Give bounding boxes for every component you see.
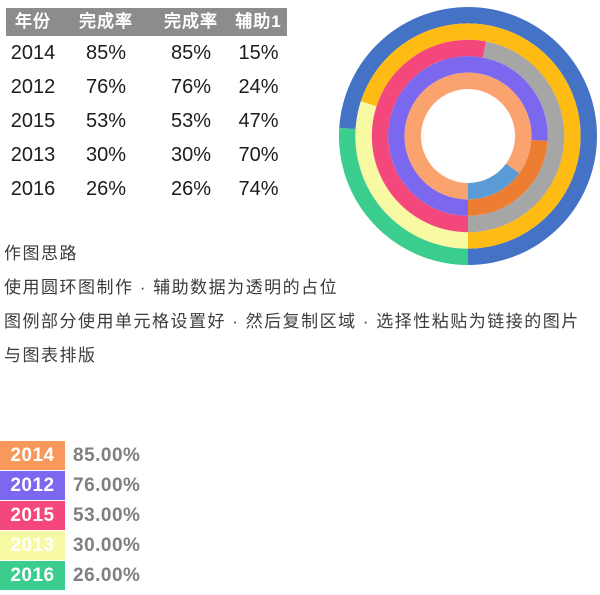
rate2-cell: 53% (170, 110, 212, 132)
donut-chart-svg (338, 6, 597, 266)
legend-value: 26.00% (73, 564, 141, 586)
year-cell: 2012 (10, 76, 56, 98)
table-header-completion-rate: 完成率 (79, 12, 133, 31)
legend-item: 2013 30.00% (0, 531, 140, 560)
table-header-completion-rate-2: 完成率 (164, 12, 218, 31)
aux-cell: 74% (238, 178, 279, 200)
notes-line-1: 使用圆环图制作 · 辅助数据为透明的占位 (4, 278, 339, 297)
legend-item: 2015 53.00% (0, 501, 140, 530)
rate-cell: 30% (85, 144, 127, 166)
table-row: 2013 30% 30% 70% (6, 138, 287, 172)
aux-cell: 47% (238, 110, 279, 132)
rate-cell: 26% (85, 178, 127, 200)
legend-item: 2016 26.00% (0, 561, 140, 590)
rate2-cell: 30% (170, 144, 212, 166)
donut-chart (338, 6, 598, 266)
year-cell: 2014 (10, 42, 56, 64)
table-header-row: 年份 完成率 完成率 辅助1 (6, 8, 287, 36)
table-row: 2016 26% 26% 74% (6, 172, 287, 206)
rate2-cell: 76% (170, 76, 212, 98)
table-header-aux1: 辅助1 (235, 12, 282, 31)
table-row: 2014 85% 85% 15% (6, 36, 287, 70)
legend-swatch-2015: 2015 (0, 501, 65, 530)
legend-swatch-2013: 2013 (0, 531, 65, 560)
legend-item: 2012 76.00% (0, 471, 140, 500)
legend-item: 2014 85.00% (0, 441, 140, 470)
notes-line-2: 图例部分使用单元格设置好 · 然后复制区域 · 选择性粘贴为链接的图片 (4, 312, 580, 331)
legend-value: 76.00% (73, 474, 141, 496)
notes-block: 作图思路 使用圆环图制作 · 辅助数据为透明的占位 图例部分使用单元格设置好 ·… (4, 237, 580, 373)
legend-value: 53.00% (73, 504, 141, 526)
rate-cell: 53% (85, 110, 127, 132)
donut-ring-2013-completion (355, 101, 468, 249)
notes-title: 作图思路 (4, 244, 78, 263)
rate2-cell: 26% (170, 178, 212, 200)
year-cell: 2016 (10, 178, 56, 200)
rate-cell: 85% (85, 42, 127, 64)
aux-cell: 24% (238, 76, 279, 98)
data-table: 年份 完成率 完成率 辅助1 2014 85% 85% 15% 2012 76%… (6, 8, 287, 206)
legend-value: 30.00% (73, 534, 141, 556)
donut-ring-2012-aux (468, 139, 548, 216)
donut-ring-2015-completion (371, 39, 487, 233)
legend-value: 85.00% (73, 444, 141, 466)
aux-cell: 70% (238, 144, 279, 166)
year-cell: 2013 (10, 144, 56, 166)
rate2-cell: 85% (170, 42, 212, 64)
aux-cell: 15% (238, 42, 279, 64)
legend-swatch-2014: 2014 (0, 441, 65, 470)
table-row: 2012 76% 76% 24% (6, 70, 287, 104)
legend-swatch-2012: 2012 (0, 471, 65, 500)
donut-ring-2016-completion (338, 127, 468, 266)
chart-legend: 2014 85.00% 2012 76.00% 2015 53.00% 2013… (0, 441, 140, 591)
legend-swatch-2016: 2016 (0, 561, 65, 590)
donut-ring-2014-aux (468, 163, 520, 200)
year-cell: 2015 (10, 110, 56, 132)
table-row: 2015 53% 53% 47% (6, 104, 287, 138)
table-header-year: 年份 (15, 12, 51, 31)
donut-ring-2015-aux (468, 41, 565, 233)
notes-line-3: 与图表排版 (4, 346, 97, 365)
rate-cell: 76% (85, 76, 127, 98)
